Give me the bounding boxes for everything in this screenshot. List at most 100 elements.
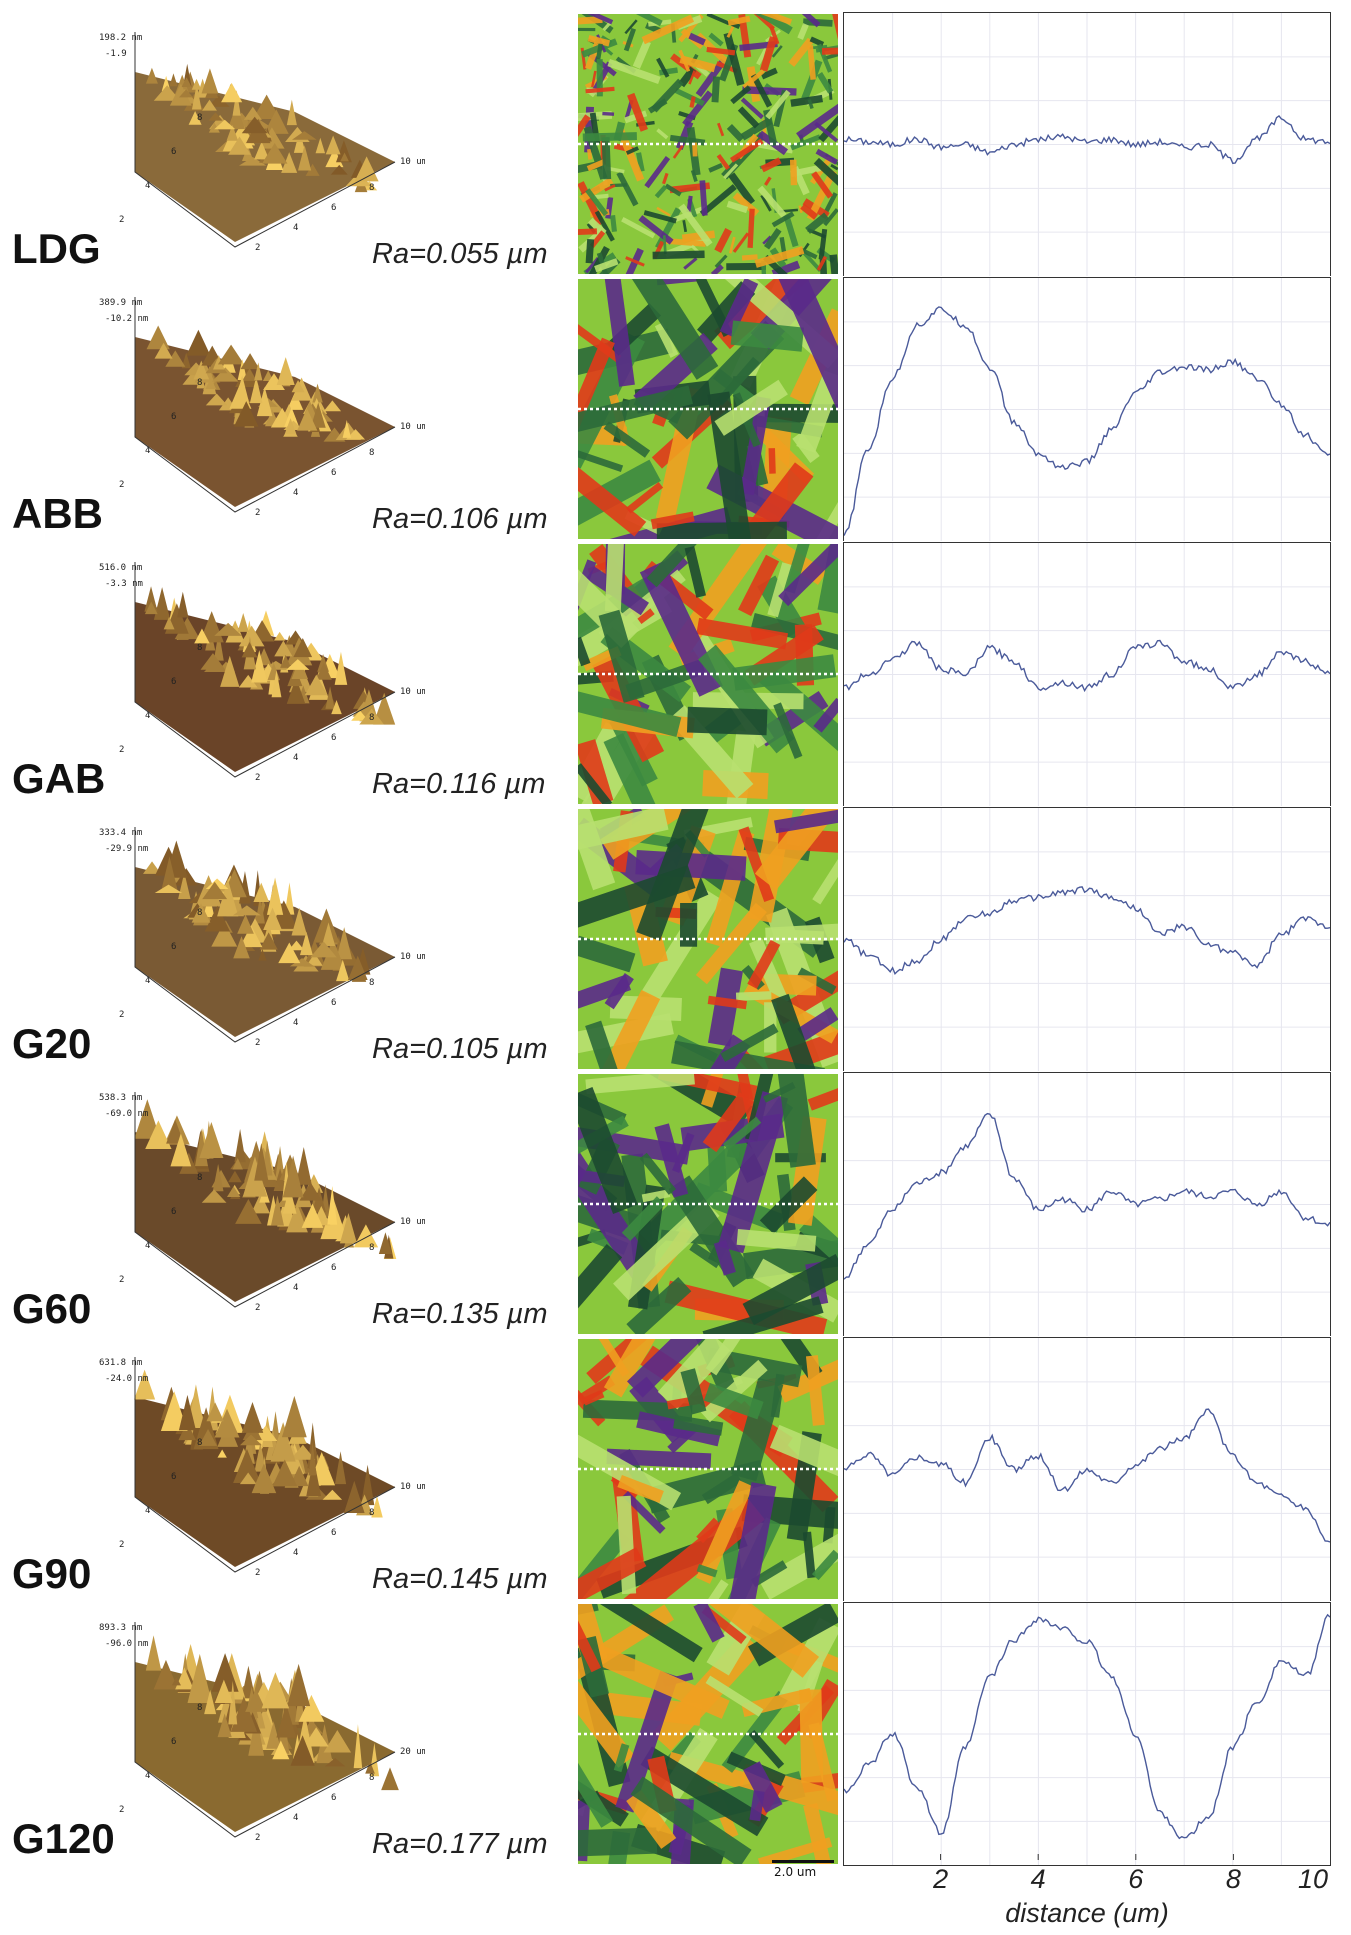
map-feature	[640, 1746, 769, 1837]
afm-peak	[255, 895, 265, 924]
map-feature	[656, 57, 670, 78]
afm-peak	[263, 109, 289, 134]
map-feature	[800, 203, 819, 220]
afm-x-tick: 6	[331, 468, 336, 478]
afm-peak	[272, 1740, 290, 1760]
map-feature	[578, 1244, 623, 1309]
map-feature	[714, 227, 732, 253]
map-feature	[727, 15, 751, 26]
afm-peak	[214, 1408, 240, 1438]
afm-peak	[144, 586, 158, 612]
afm-peak	[261, 142, 288, 164]
x-tick-label: 2	[932, 1864, 948, 1894]
map-feature	[578, 459, 661, 526]
map-feature	[604, 973, 634, 1010]
afm-x-tick: 6	[331, 1793, 336, 1803]
afm-x-tick: 2	[255, 243, 260, 253]
map-feature	[799, 1689, 824, 1783]
scale-bar-line	[772, 1860, 834, 1863]
afm-peak	[202, 99, 217, 111]
x-10-label: 10 um	[400, 157, 425, 167]
afm-y-tick: 4	[145, 976, 150, 986]
afm-y-tick: 2	[119, 1275, 124, 1285]
afm-peak	[256, 386, 273, 417]
afm-peak	[154, 884, 183, 893]
afm-peak	[286, 677, 306, 704]
afm-peak	[299, 1182, 322, 1201]
afm-x-tick: 8	[369, 183, 374, 193]
map-feature	[615, 1670, 679, 1813]
afm-3d-svg: 516.0 nm -3.3 nm 10 um 2 2 4 4 6 6 8 8	[99, 562, 427, 783]
afm-peak	[226, 124, 239, 141]
z-min-label: -24.0 nm	[105, 1374, 148, 1384]
map-feature	[706, 46, 736, 56]
sample-label: G20	[12, 1020, 92, 1067]
afm-peak	[330, 164, 348, 175]
map-feature	[684, 546, 706, 598]
afm-peak	[353, 1224, 379, 1248]
afm-x-tick: 4	[293, 223, 298, 233]
height-profile-plot	[843, 1337, 1331, 1601]
afm-peak	[334, 651, 348, 685]
map-feature	[813, 697, 838, 733]
afm-y-tick: 2	[119, 745, 124, 755]
afm-peak	[340, 152, 349, 162]
profile-series-line	[844, 1112, 1330, 1280]
map-feature	[607, 58, 661, 85]
x-10-label: 10 um	[400, 687, 425, 697]
map-feature	[797, 23, 809, 40]
afm-peak	[233, 1448, 261, 1484]
map-feature	[594, 210, 615, 242]
afm-peak	[293, 637, 313, 658]
afm-peak	[282, 1155, 304, 1198]
afm-peak	[239, 157, 267, 166]
afm-peak	[242, 1156, 268, 1197]
afm-peak	[271, 670, 282, 698]
map-feature	[772, 928, 824, 945]
map-feature	[798, 247, 818, 260]
afm-peak	[145, 67, 158, 84]
map-feature	[802, 250, 822, 272]
afm-peak	[287, 391, 304, 410]
afm-peak	[212, 367, 239, 382]
map-feature	[732, 654, 837, 691]
map-feature	[738, 826, 775, 903]
map-feature	[585, 1020, 618, 1069]
afm-peak	[174, 617, 200, 640]
profile-svg	[844, 13, 1330, 276]
map-feature	[811, 1549, 838, 1581]
map-feature	[587, 35, 611, 47]
map-feature	[681, 230, 716, 243]
map-feature	[700, 1359, 768, 1423]
afm-peak	[298, 1694, 325, 1722]
afm-peak	[205, 393, 228, 406]
afm-peak	[258, 949, 267, 961]
map-feature	[805, 1355, 825, 1426]
map-feature	[805, 212, 829, 234]
z-min-label: -1.9	[105, 49, 127, 59]
afm-x-tick: 4	[293, 1813, 298, 1823]
map-feature	[773, 702, 803, 759]
afm-peak	[201, 1189, 227, 1203]
map-feature	[750, 1560, 788, 1588]
map-feature	[578, 1547, 647, 1599]
map-feature	[585, 86, 615, 94]
map-feature	[729, 1482, 777, 1599]
afm-peak	[325, 135, 341, 155]
x-10-label: 10 um	[400, 1482, 425, 1492]
afm-peak	[240, 353, 260, 370]
afm-peak	[243, 138, 254, 149]
afm-y-tick: 4	[145, 711, 150, 721]
z-min-label: -29.9 nm	[105, 844, 148, 854]
afm-y-tick: 8	[197, 378, 202, 388]
afm-peak	[301, 1203, 324, 1228]
map-feature	[602, 111, 615, 116]
profile-x-axis: 2 4 6 8 10 distance (um)	[843, 1854, 1332, 1930]
map-feature	[695, 58, 727, 98]
afm-peak	[254, 362, 263, 381]
x-10-label: 10 um	[400, 1217, 425, 1227]
map-feature	[578, 16, 603, 25]
map-feature	[599, 1604, 703, 1663]
map-feature	[812, 859, 838, 905]
afm-3d-image: 198.2 nm -1.9 10 um 2 2 4 4 6 6 8 8	[95, 12, 427, 262]
